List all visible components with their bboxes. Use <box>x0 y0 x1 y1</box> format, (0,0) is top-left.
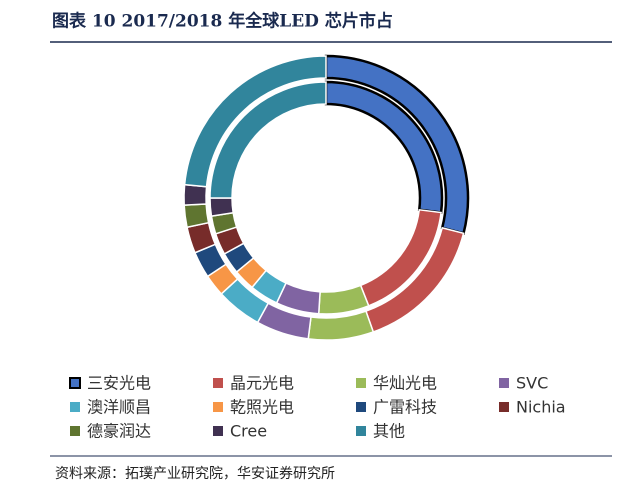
donut-segment <box>324 54 470 235</box>
legend-swatch <box>213 426 223 436</box>
legend-swatch <box>356 402 366 412</box>
legend-swatch <box>499 402 509 412</box>
legend-swatch <box>499 378 509 388</box>
legend-swatch <box>213 402 223 412</box>
source: 资料来源：拓璞产业研究院，华安证券研究所 <box>55 466 335 482</box>
legend-label: 其他 <box>373 422 405 441</box>
donut-segment <box>307 310 375 341</box>
legend-label: 华灿光电 <box>373 374 437 393</box>
legend-swatch <box>70 426 80 436</box>
legend-label: Nichia <box>516 398 566 417</box>
donut-segment <box>209 81 327 199</box>
donut-segment <box>209 197 235 218</box>
legend-label: 德豪润达 <box>87 422 151 441</box>
donut-segment <box>317 284 370 315</box>
legend-label: 晶元光电 <box>230 374 294 393</box>
legend-swatch <box>356 426 366 436</box>
legend-label: 广雷科技 <box>373 398 437 417</box>
legend-label: SVC <box>516 374 548 393</box>
donut-segment <box>183 55 327 188</box>
legend-swatch <box>70 402 80 412</box>
donut-segment <box>183 203 210 229</box>
legend-label: Cree <box>230 422 267 441</box>
legend-label: 乾照光电 <box>230 398 294 417</box>
donut-segment <box>183 183 208 206</box>
legend-swatch <box>213 378 223 388</box>
legend-swatch <box>356 378 366 388</box>
legend-swatch <box>69 377 81 389</box>
chart-title: 图表 10 2017/2018 年全球LED 芯片市占 <box>52 11 393 32</box>
legend-label: 澳洋顺昌 <box>87 398 151 417</box>
legend-label: 三安光电 <box>87 374 151 393</box>
